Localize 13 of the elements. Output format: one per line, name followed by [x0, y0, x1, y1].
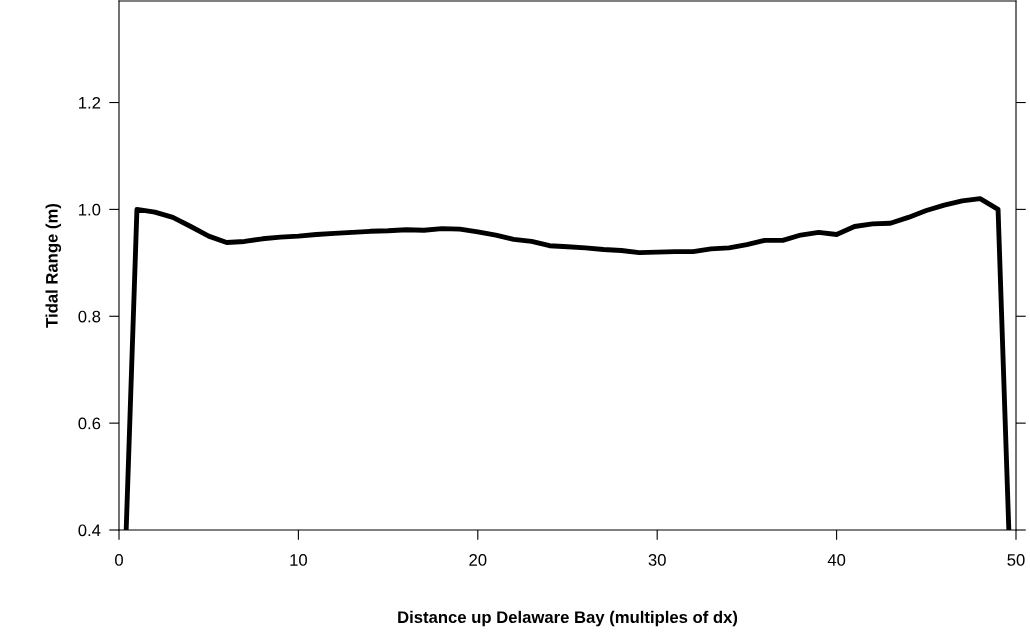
y-tick-label: 1.2 [79, 96, 101, 109]
y-tick-label: 0.8 [78, 310, 101, 323]
y-tick-label: 0.6 [78, 417, 101, 430]
x-tick-label: 0 [115, 554, 123, 566]
y-axis-title: Tidal Range (m) [45, 203, 62, 328]
x-tick-label: 50 [1007, 554, 1025, 566]
x-tick-label: 10 [290, 554, 308, 566]
x-tick-label: 40 [827, 554, 846, 566]
y-tick-label: 1.0 [79, 203, 101, 216]
x-axis-title: Distance up Delaware Bay (multiples of dx) [398, 610, 738, 627]
x-tick-label: 20 [469, 554, 487, 566]
y-tick-label: 0.4 [78, 524, 101, 537]
x-tick-label: 30 [648, 554, 666, 566]
